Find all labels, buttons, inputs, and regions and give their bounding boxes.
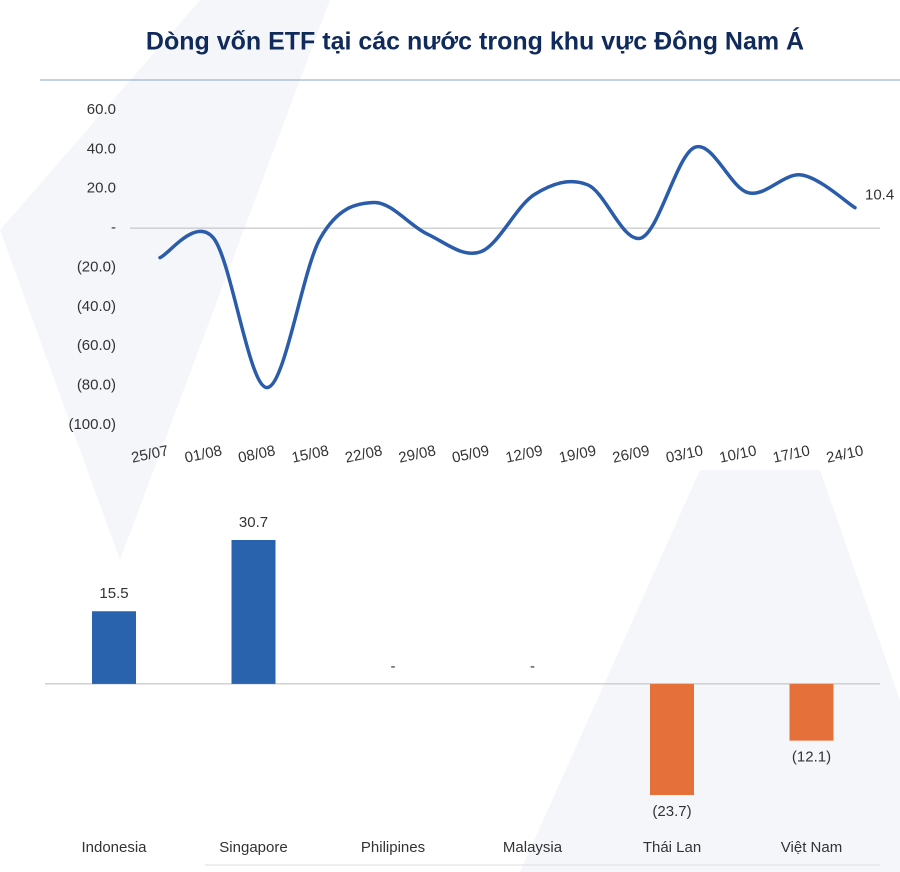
bar	[92, 611, 136, 684]
y-tick-label: 40.0	[87, 140, 116, 157]
x-tick-label: 24/10	[825, 442, 865, 466]
x-tick-label: 01/08	[183, 442, 223, 466]
y-tick-label: (100.0)	[68, 416, 116, 433]
x-tick-label: 17/10	[771, 442, 811, 466]
data-label: 10.4	[865, 187, 894, 204]
y-tick-label: (60.0)	[77, 337, 116, 354]
data-label: -	[391, 658, 396, 675]
data-label: 30.7	[239, 514, 268, 531]
x-tick-label: 08/08	[237, 442, 277, 466]
y-tick-label: 60.0	[87, 101, 116, 118]
data-label: 15.5	[99, 585, 128, 602]
x-tick-label: Philipines	[361, 839, 425, 856]
y-tick-label: (20.0)	[77, 258, 116, 275]
x-tick-label: 29/08	[397, 442, 437, 466]
x-tick-label: 10/10	[718, 442, 758, 466]
x-tick-label: Việt Nam	[781, 839, 842, 856]
y-tick-label: (40.0)	[77, 298, 116, 315]
x-tick-label: Indonesia	[81, 839, 147, 856]
bar	[789, 683, 834, 741]
data-label: (12.1)	[792, 749, 831, 766]
data-label: -	[530, 658, 535, 675]
y-tick-label: -	[111, 219, 116, 236]
x-tick-label: 03/10	[664, 442, 704, 466]
bar	[231, 540, 276, 684]
x-tick-label: Malaysia	[503, 839, 563, 856]
x-tick-label: 05/09	[451, 442, 491, 466]
data-label: (23.7)	[652, 803, 691, 820]
x-tick-label: 15/08	[290, 442, 330, 466]
x-tick-label: 26/09	[611, 442, 651, 466]
x-tick-label: Thái Lan	[643, 839, 701, 856]
chart-title: Dòng vốn ETF tại các nước trong khu vực …	[146, 27, 804, 56]
x-tick-label: 19/09	[557, 442, 597, 466]
y-tick-label: 20.0	[87, 180, 116, 197]
line-series	[158, 144, 857, 390]
x-tick-label: 22/08	[344, 442, 384, 466]
bar	[650, 683, 694, 795]
x-tick-label: Singapore	[219, 839, 287, 856]
y-tick-label: (80.0)	[77, 377, 116, 394]
x-tick-label: 12/09	[504, 442, 544, 466]
